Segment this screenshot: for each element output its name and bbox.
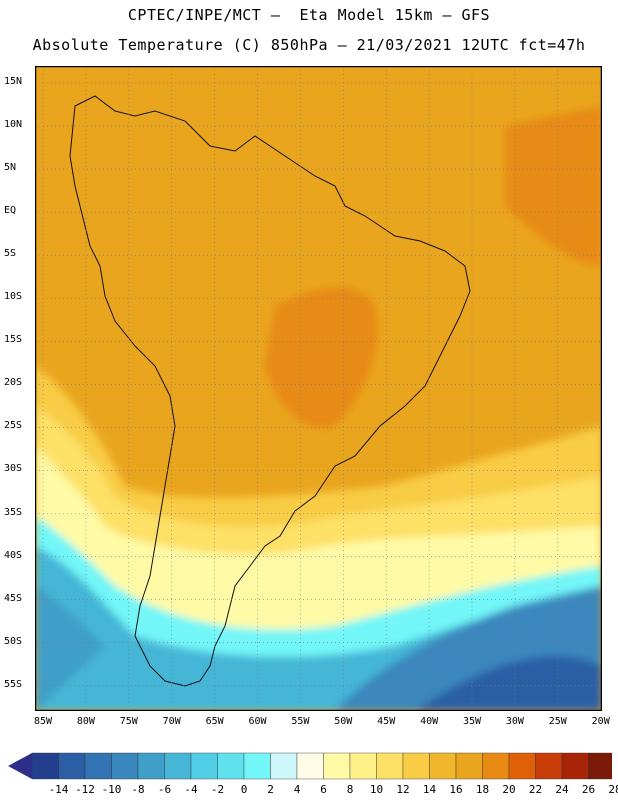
colorbar-label: -6 [157,783,172,796]
graticule [35,66,602,711]
colorbar-swatch [349,752,377,780]
lat-label: 40S [4,549,23,561]
colorbar-swatch [561,752,589,780]
colorbar-swatch [111,752,139,780]
lon-label: 75W [119,716,138,727]
colorbar-label: 24 [555,783,569,796]
lat-label: 25S [4,420,23,432]
colorbar-label: -14 [48,783,69,796]
map-title: CPTEC/INPE/MCT – Eta Model 15km – GFS [127,6,491,24]
lon-label: 65W [205,716,224,727]
colorbar-swatch [588,752,612,780]
colorbar-swatch [296,752,324,780]
colorbar-swatch [508,752,536,780]
colorbar-swatch [429,752,457,780]
lon-label: 85W [33,716,53,727]
lon-label: 55W [291,716,310,727]
map-border [35,66,602,711]
lon-label: 80W [76,716,95,727]
lon-label: 60W [248,716,267,727]
map-subtitle: Absolute Temperature (C) 850hPa – 21/03/… [32,36,586,54]
lon-label: 40W [420,716,439,727]
lat-label: 10N [4,119,23,131]
colorbar-label: 0 [240,783,248,796]
colorbar-swatch [84,752,112,780]
colorbar-label: 6 [320,783,327,796]
colorbar-swatch [164,752,192,780]
colorbar-swatch [190,752,218,780]
colorbar-label: -12 [75,783,95,796]
lat-label: 15N [4,76,23,87]
colorbar-swatch [243,752,271,780]
colorbar-label: -4 [184,783,198,796]
continent-outline [69,95,471,687]
colorbar-label: 18 [475,783,490,796]
colorbar-label: -2 [210,783,225,796]
lon-label: 25W [548,716,567,727]
colorbar-label: 22 [528,783,543,796]
lat-label: 5S [4,248,17,260]
lat-label: EQ [4,205,17,217]
colorbar-label: 2 [267,783,274,796]
colorbar-swatch [482,752,510,780]
colorbar-swatch [376,752,404,780]
colorbar-label: -10 [101,783,122,796]
colorbar-label: 14 [422,783,437,796]
lat-label: 35S [4,506,23,518]
lon-label: 50W [334,716,353,727]
lon-label: 30W [505,716,524,727]
colorbar-label: 20 [502,783,516,796]
colorbar-swatch [455,752,483,780]
lat-label: 10S [4,291,23,303]
temperature-field [35,106,602,711]
colorbar-swatch [535,752,563,780]
lon-label: 45W [377,716,396,727]
colorbar-swatch [270,752,298,780]
colorbar-label: -8 [131,783,145,796]
colorbar-label: 28 [608,783,618,796]
colorbar [8,752,612,780]
colorbar-label: 8 [346,783,354,796]
lat-label: 30S [4,463,23,475]
temperature-map [35,66,602,711]
colorbar-swatch [217,752,245,780]
colorbar-label: 12 [396,783,410,796]
lat-label: 15S [4,334,23,346]
colorbar-label: 10 [369,783,384,796]
colorbar-label: 4 [293,783,301,796]
colorbar-swatch [323,752,351,780]
lat-label: 5N [4,162,17,174]
lon-label: 70W [162,716,181,727]
colorbar-swatch [31,752,59,780]
colorbar-under-arrow [8,753,32,779]
colorbar-label: 26 [581,783,596,796]
colorbar-swatch [137,752,165,780]
colorbar-swatch [58,752,86,780]
colorbar-label: 16 [449,783,463,796]
lat-label: 45S [4,592,23,604]
colorbar-swatch [402,752,430,780]
lat-label: 50S [4,635,23,647]
lat-label: 55S [4,678,23,690]
lon-label: 35W [462,716,482,727]
lat-label: 20S [4,377,23,389]
lon-label: 20W [591,716,610,727]
